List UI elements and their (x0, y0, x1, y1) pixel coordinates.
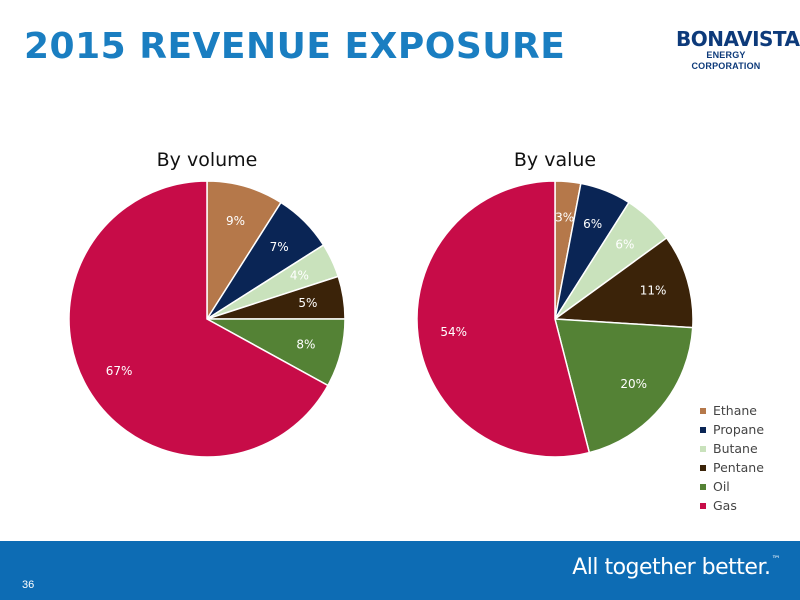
legend-swatch-oil (700, 483, 706, 490)
tagline: All together better.™ (572, 555, 780, 580)
data-label-gas-volume: 67% (106, 364, 133, 378)
pie-slice-pentane-value (552, 236, 694, 329)
data-label-pentane-value: 11% (640, 284, 667, 298)
pie-slice-gas-volume (68, 180, 329, 458)
legend-label-ethane: Ethane (713, 403, 757, 418)
page-number: 36 (22, 579, 35, 591)
data-label-gas-value: 54% (440, 325, 467, 339)
legend-swatch-pentane (700, 464, 706, 471)
chart-title-value: By value (514, 149, 596, 171)
legend-item-oil: Oil (700, 477, 764, 496)
data-label-oil-volume: 8% (296, 337, 315, 351)
legend-swatch-propane (700, 426, 706, 433)
legend-item-propane: Propane (700, 420, 764, 439)
company-logo: BONAVISTA ENERGY CORPORATION (676, 27, 800, 72)
legend-swatch-ethane (700, 407, 706, 414)
footer-bar: 36 All together better.™ (0, 541, 800, 600)
data-label-pentane-volume: 5% (298, 296, 317, 310)
data-label-ethane-volume: 9% (226, 214, 245, 228)
data-label-butane-volume: 4% (290, 269, 309, 283)
pie-slice-oil-value (554, 318, 694, 454)
legend-swatch-butane (700, 445, 706, 452)
tagline-text: All together better. (572, 555, 771, 580)
pie-charts: By volume 9% 7% 4% 5% 8% 67% By value 3% 6% 6% 11% 2… (68, 149, 694, 458)
legend-item-ethane: Ethane (700, 401, 764, 420)
legend-label-oil: Oil (713, 479, 730, 494)
data-label-propane-value: 6% (583, 217, 602, 231)
data-label-ethane-value: 3% (555, 210, 574, 224)
legend-item-pentane: Pentane (700, 458, 764, 477)
legend-item-butane: Butane (700, 439, 764, 458)
legend-label-propane: Propane (713, 422, 765, 437)
pie-chart-volume: By volume 9% 7% 4% 5% 8% 67% (68, 149, 346, 458)
legend-item-gas: Gas (700, 496, 764, 515)
slide-title: 2015 REVENUE EXPOSURE (24, 26, 566, 67)
chart-legend: Ethane Propane Butane Pentane Oil Gas (700, 401, 764, 515)
pie-slice-gas-value (416, 180, 591, 458)
logo-name: BONAVISTA (676, 27, 800, 51)
legend-label-butane: Butane (713, 441, 758, 456)
logo-subtitle: ENERGY CORPORATION (691, 50, 761, 71)
legend-swatch-gas (700, 502, 706, 509)
trademark-mark: ™ (771, 555, 781, 565)
legend-label-gas: Gas (713, 498, 737, 513)
legend-label-pentane: Pentane (713, 460, 764, 475)
data-label-propane-volume: 7% (270, 240, 289, 254)
data-label-oil-value: 20% (620, 377, 647, 391)
chart-title-volume: By volume (157, 149, 258, 171)
data-label-butane-value: 6% (615, 238, 634, 252)
pie-chart-value: By value 3% 6% 6% 11% 20% 54% (416, 149, 694, 458)
